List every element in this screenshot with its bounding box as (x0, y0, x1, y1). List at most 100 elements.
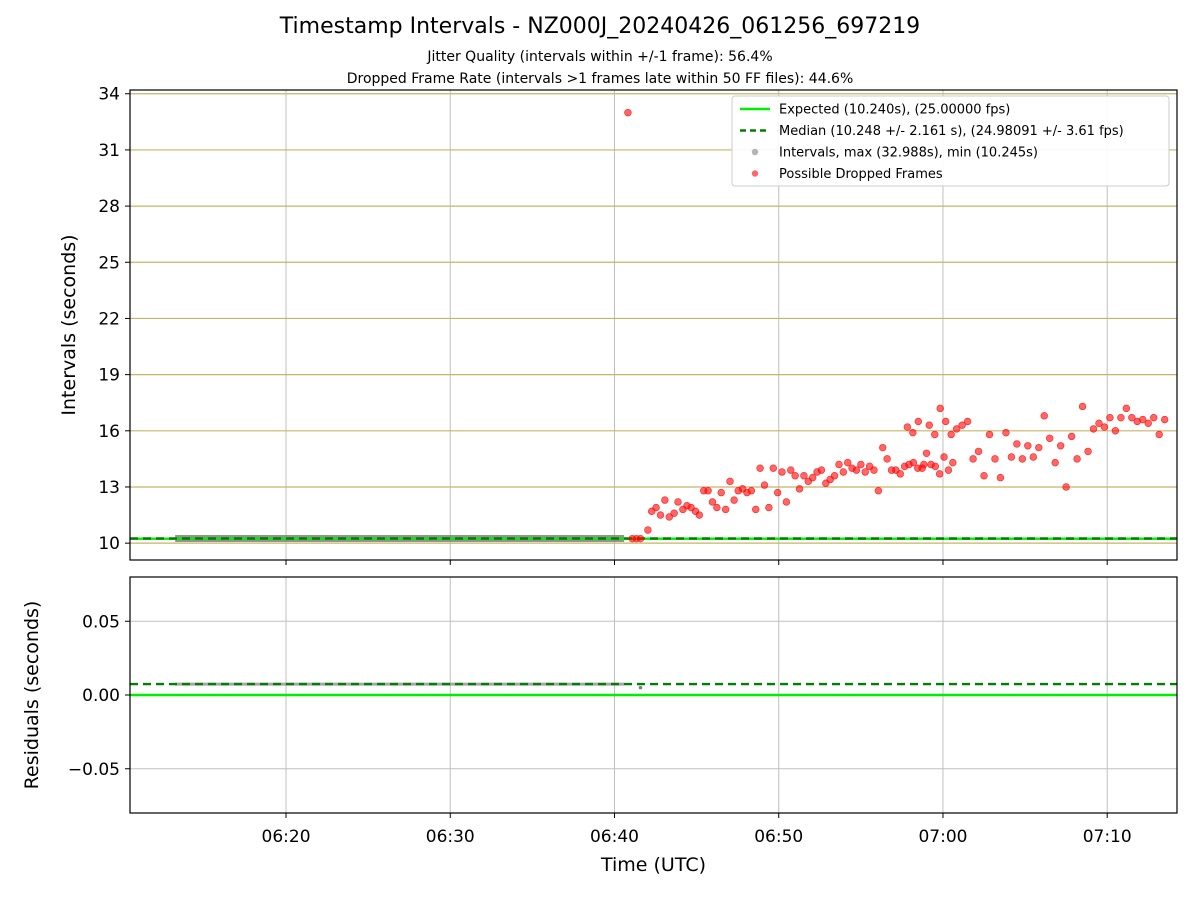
y-axis-label-intervals: Intervals (seconds) (58, 234, 80, 415)
dropped-frame-point (942, 417, 950, 426)
dropped-frame-point (857, 460, 865, 469)
dropped-frame-point (874, 487, 883, 495)
dropped-frame-point (839, 468, 848, 476)
dropped-frame-point (852, 466, 861, 474)
dropped-frame-point (861, 468, 869, 476)
ytick-label-bottom-1: 0.00 (82, 686, 120, 706)
dropped-frame-point (1139, 415, 1147, 424)
bottom-plot-frame (129, 576, 1178, 814)
legend-swatch-intervals (751, 148, 759, 156)
dropped-frame-point (1040, 412, 1048, 420)
dropped-frame-point (922, 449, 931, 457)
legend-label-2: Intervals, max (32.988s), min (10.245s) (779, 146, 1038, 161)
dropped-frame-point (756, 464, 764, 472)
dropped-frame-point (980, 472, 988, 480)
dropped-frame-point (674, 498, 682, 506)
dropped-frame-point (1144, 419, 1152, 428)
dropped-frame-point (952, 425, 961, 433)
dropped-frame-point (991, 455, 999, 463)
xtick-label-3: 06:50 (754, 827, 803, 847)
dropped-frame-point (1089, 425, 1098, 433)
dropped-frame-point (1002, 428, 1010, 437)
xtick-label-2: 06:40 (590, 827, 639, 847)
dropped-frame-point (773, 488, 782, 497)
xtick-label-0: 06:20 (262, 827, 311, 847)
dropped-frame-point (730, 496, 738, 504)
legend-swatch-dropped (751, 170, 759, 177)
chart-subtitle-dropped: Dropped Frame Rate (intervals >1 frames … (346, 71, 854, 87)
dropped-frame-point (903, 423, 912, 431)
dropped-frame-point (787, 466, 795, 474)
dropped-frame-point (1111, 427, 1120, 435)
dropped-frame-point (985, 430, 994, 439)
dropped-frame-point (808, 473, 817, 482)
dropped-frame-point (1155, 430, 1163, 439)
dropped-frame-point (940, 453, 948, 461)
ytick-label-top-0: 10 (98, 534, 120, 554)
dropped-frame-point (704, 487, 712, 495)
dropped-frame-point (1018, 455, 1027, 463)
dropped-frame-point (1160, 415, 1169, 424)
dropped-frame-point (644, 526, 652, 534)
dropped-frame-point (1035, 443, 1043, 452)
dropped-frame-point (909, 458, 918, 467)
y-axis-label-residuals: Residuals (seconds) (21, 601, 43, 790)
x-axis-label: Time (UTC) (600, 854, 706, 876)
dropped-frame-point (1078, 402, 1087, 411)
dropped-frame-point (1046, 434, 1054, 442)
legend-label-1: Median (10.248 +/- 2.161 s), (24.98091 +… (779, 124, 1124, 139)
dropped-frame-point (636, 534, 645, 543)
dropped-frame-point (1062, 483, 1070, 491)
xtick-label-5: 07:10 (1083, 827, 1132, 847)
ytick-label-top-5: 25 (98, 253, 120, 273)
dropped-frame-point (947, 430, 955, 439)
dropped-frame-point (835, 460, 843, 469)
dropped-frame-point (1051, 458, 1059, 467)
dropped-frame-point (760, 481, 769, 489)
dropped-frame-point (1007, 453, 1016, 461)
dropped-frame-point (914, 417, 923, 426)
dropped-frame-point (765, 503, 773, 512)
dropped-frame-point (661, 496, 669, 504)
dropped-frame-point (708, 498, 717, 506)
dropped-frame-point (974, 447, 983, 456)
xtick-label-4: 07:00 (918, 827, 967, 847)
dropped-frame-point (1106, 413, 1114, 422)
xtick-label-1: 06:30 (426, 827, 475, 847)
dropped-frame-point (1100, 423, 1109, 431)
dropped-frame-point (879, 443, 887, 452)
ytick-label-top-4: 22 (98, 309, 120, 329)
dropped-frame-point (931, 462, 940, 471)
dropped-frame-point (936, 404, 944, 413)
dropped-frame-point (652, 503, 660, 512)
dropped-frame-point (925, 421, 933, 429)
legend-label-3: Possible Dropped Frames (779, 167, 943, 182)
dropped-frame-point (958, 421, 966, 429)
dropped-frame-point (883, 455, 891, 463)
dropped-frame-point (969, 455, 977, 463)
chart-subtitle-jitter: Jitter Quality (intervals within +/-1 fr… (427, 49, 773, 65)
ytick-label-top-2: 16 (98, 422, 120, 442)
dropped-frame-point (800, 472, 808, 480)
dropped-frame-point (909, 428, 917, 437)
dropped-frame-point (817, 466, 826, 474)
dropped-frame-point (1095, 419, 1103, 428)
dropped-frame-point (624, 108, 632, 117)
dropped-frame-point (944, 466, 953, 474)
dropped-frame-point (1013, 440, 1021, 448)
dropped-frame-point (769, 464, 777, 472)
dropped-frame-point (665, 513, 673, 521)
legend: Expected (10.240s), (25.00000 fps) Median… (731, 95, 1170, 187)
dropped-frame-point (1073, 455, 1081, 463)
dropped-frame-point (1067, 432, 1076, 441)
dropped-frame-point (1122, 404, 1131, 413)
dropped-frame-point (1150, 413, 1158, 422)
ytick-label-bottom-0: 0.05 (82, 612, 120, 632)
ytick-label-top-1: 13 (98, 478, 120, 498)
dropped-frame-point (778, 468, 786, 476)
dropped-frame-point (830, 472, 839, 480)
chart-title: Timestamp Intervals - NZ000J_20240426_06… (279, 14, 921, 39)
dropped-frame-point (1029, 453, 1037, 461)
